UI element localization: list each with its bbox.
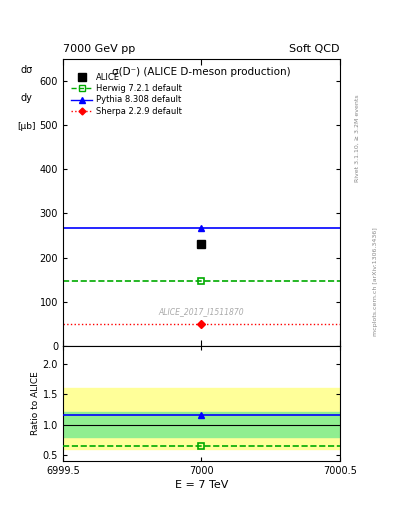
Y-axis label: Ratio to ALICE: Ratio to ALICE [31, 372, 40, 435]
X-axis label: E = 7 TeV: E = 7 TeV [175, 480, 228, 490]
Text: Rivet 3.1.10, ≥ 3.2M events: Rivet 3.1.10, ≥ 3.2M events [355, 94, 360, 182]
Legend: ALICE, Herwig 7.2.1 default, Pythia 8.308 default, Sherpa 2.2.9 default: ALICE, Herwig 7.2.1 default, Pythia 8.30… [70, 72, 183, 117]
Text: 7000 GeV pp: 7000 GeV pp [63, 44, 135, 54]
Text: dσ: dσ [21, 65, 33, 75]
Bar [63, 388, 340, 449]
Text: σ(D⁻) (ALICE D-meson production): σ(D⁻) (ALICE D-meson production) [112, 68, 291, 77]
Text: mcplots.cern.ch [arXiv:1306.3436]: mcplots.cern.ch [arXiv:1306.3436] [373, 227, 378, 336]
Bar [63, 413, 340, 437]
Text: ALICE_2017_I1511870: ALICE_2017_I1511870 [159, 307, 244, 316]
Text: [μb]: [μb] [18, 122, 36, 131]
Text: dy: dy [21, 93, 33, 103]
Text: Soft QCD: Soft QCD [290, 44, 340, 54]
